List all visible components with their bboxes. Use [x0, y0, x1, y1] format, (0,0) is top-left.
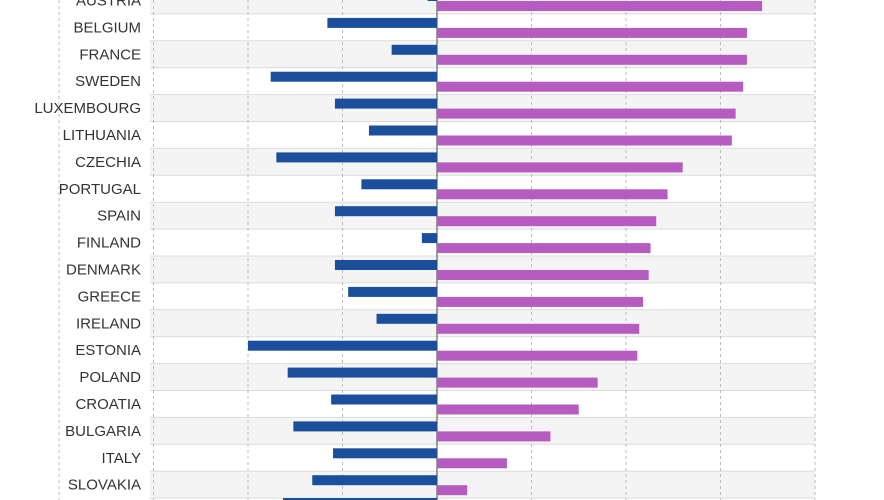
bar-negative [348, 286, 437, 297]
category-label: SPAIN [97, 208, 141, 225]
category-label: LUXEMBOURG [34, 100, 141, 117]
bar-negative [334, 260, 437, 270]
category-labels: AUSTRIA BELGIUM FRANCE SWEDEN LUXEMBOURG LITH… [34, 0, 141, 494]
bar-positive [437, 54, 747, 65]
category-label: IRELAND [76, 315, 141, 332]
bar-negative [312, 475, 437, 486]
category-label: FINLAND [77, 235, 141, 252]
bar-positive [437, 404, 579, 415]
bar-negative [334, 206, 437, 217]
category-label: SLOVAKIA [68, 477, 141, 494]
category-label: PORTUGAL [59, 181, 141, 198]
bar-negative [331, 394, 437, 405]
bar-negative [327, 17, 437, 28]
bar-positive [437, 27, 747, 38]
bar-positive [437, 135, 732, 146]
bar-positive [437, 108, 736, 119]
bar-negative [376, 313, 437, 324]
row-band [150, 471, 815, 499]
category-label: BULGARIA [65, 423, 141, 440]
bar-positive [437, 323, 640, 334]
bar-positive [437, 270, 649, 280]
category-label: AUSTRIA [76, 0, 141, 9]
bar-negative [334, 98, 437, 109]
category-label: CZECHIA [75, 154, 141, 171]
bar-positive [437, 189, 668, 200]
category-label: ITALY [102, 450, 141, 467]
bar-negative [333, 448, 437, 459]
bar-positive [437, 458, 507, 469]
bars [248, 0, 763, 500]
bar-negative [427, 0, 437, 1]
bar-positive [437, 350, 638, 361]
category-label: ESTONIA [75, 342, 141, 359]
category-label: FRANCE [79, 46, 141, 63]
bar-negative [293, 421, 437, 432]
category-label: CROATIA [75, 396, 141, 413]
row-band [150, 498, 815, 500]
bar-positive [437, 162, 683, 173]
bar-negative [276, 152, 437, 163]
bar-positive [437, 243, 651, 254]
bar-positive [437, 296, 644, 307]
bar-positive [437, 377, 598, 388]
bar-positive [437, 1, 763, 11]
category-label: POLAND [79, 369, 141, 386]
bar-negative [248, 340, 437, 351]
bar-negative [391, 44, 437, 55]
bar-negative [368, 125, 437, 136]
bar-negative [287, 367, 437, 378]
category-label: BELGIUM [73, 19, 141, 36]
bar-negative [270, 71, 437, 82]
bar-positive [437, 216, 657, 227]
bar-negative [421, 233, 437, 244]
bar-positive [437, 485, 468, 496]
bar-negative [361, 179, 437, 190]
category-label: SWEDEN [75, 73, 141, 90]
category-label: DENMARK [66, 261, 141, 278]
bar-positive [437, 431, 551, 442]
category-label: GREECE [78, 288, 141, 305]
bar-positive [437, 81, 744, 92]
category-label: LITHUANIA [63, 127, 141, 144]
